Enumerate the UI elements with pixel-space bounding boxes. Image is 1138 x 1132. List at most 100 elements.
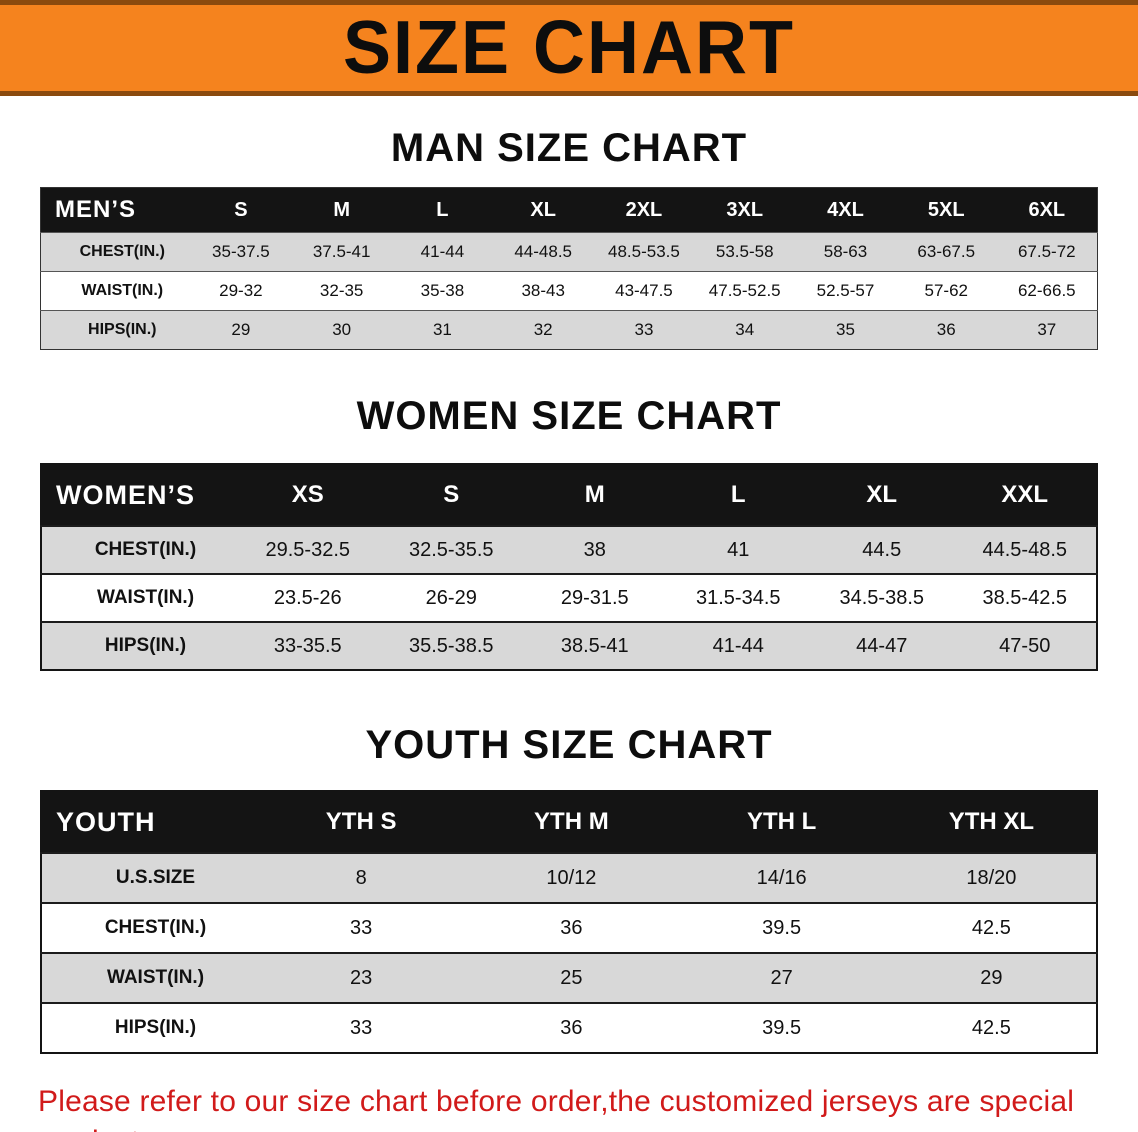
row-label: WAIST(IN.): [41, 573, 236, 622]
size-column-header: YTH L: [676, 791, 887, 853]
size-value: 52.5-57: [795, 271, 896, 311]
size-value: 33-35.5: [236, 621, 380, 670]
size-value: 58-63: [795, 232, 896, 272]
size-value: 37.5-41: [291, 232, 393, 272]
size-column-header: YTH M: [466, 791, 677, 853]
size-value: 29: [190, 310, 292, 350]
row-label: WAIST(IN.): [41, 952, 256, 1003]
size-value: 39.5: [676, 902, 887, 953]
size-value: 41-44: [666, 621, 810, 670]
table-corner-label: WOMEN’S: [41, 464, 236, 526]
size-value: 27: [676, 952, 887, 1003]
size-value: 38-43: [492, 271, 594, 311]
table-corner-label: MEN’S: [40, 187, 191, 233]
women-size-heading: WOMEN SIZE CHART: [356, 394, 782, 438]
women-size-table: WOMEN’S XS S M L XL XXL CHEST(IN.) 29.5-32.5 32.5…: [40, 463, 1098, 671]
size-column-header: XXL: [953, 464, 1097, 526]
size-value: 47.5-52.5: [694, 271, 796, 311]
size-column-header: XL: [810, 464, 954, 526]
measurement-row: HIPS(IN.) 29 30 31 32 33 34 35 36 37: [40, 310, 1098, 350]
size-value: 41: [666, 525, 810, 574]
size-value: 29: [886, 952, 1097, 1003]
size-value: 36: [895, 310, 997, 350]
size-column-header: YTH S: [256, 791, 467, 853]
size-value: 34: [694, 310, 796, 350]
row-label: HIPS(IN.): [41, 621, 236, 670]
man-size-table: MEN’S S M L XL 2XL 3XL 4XL 5XL 6XL CHEST(IN.) 35-37…: [40, 187, 1098, 350]
size-column-header: 2XL: [593, 187, 695, 233]
size-value: 42.5: [886, 902, 1097, 953]
size-value: 44.5-48.5: [953, 525, 1097, 574]
measurement-row: CHEST(IN.) 35-37.5 37.5-41 41-44 44-48.5 48.5…: [40, 232, 1098, 272]
row-label: HIPS(IN.): [41, 1002, 256, 1053]
size-value: 8: [256, 852, 467, 903]
size-value: 53.5-58: [694, 232, 796, 272]
size-value: 38: [523, 525, 667, 574]
size-value: 39.5: [676, 1002, 887, 1053]
measurement-row: WAIST(IN.) 23.5-26 26-29 29-31.5 31.5-34.5 34…: [41, 573, 1097, 622]
size-value: 38.5-41: [523, 621, 667, 670]
size-column-header: YTH XL: [886, 791, 1097, 853]
size-value: 32: [492, 310, 594, 350]
banner-title: SIZE CHART: [343, 6, 795, 91]
size-value: 14/16: [676, 852, 887, 903]
size-value: 30: [291, 310, 393, 350]
size-column-header: XS: [236, 464, 380, 526]
size-value: 34.5-38.5: [810, 573, 954, 622]
size-table-header-row: MEN’S S M L XL 2XL 3XL 4XL 5XL 6XL: [40, 187, 1098, 233]
size-column-header: S: [190, 187, 292, 233]
size-value: 62-66.5: [996, 271, 1098, 311]
measurement-row: CHEST(IN.) 29.5-32.5 32.5-35.5 38 41 44.5 44.5…: [41, 525, 1097, 574]
size-value: 44-48.5: [492, 232, 594, 272]
size-value: 41-44: [392, 232, 493, 272]
youth-size-section: YOUTH SIZE CHART YOUTH YTH S YTH M YTH L YTH…: [0, 723, 1138, 1054]
size-value: 44-47: [810, 621, 954, 670]
size-value: 23.5-26: [236, 573, 380, 622]
youth-size-table: YOUTH YTH S YTH M YTH L YTH XL U.S.SIZE 8 10/12…: [40, 790, 1098, 1054]
size-column-header: S: [379, 464, 523, 526]
row-label: CHEST(IN.): [41, 525, 236, 574]
order-disclaimer: Please refer to our size chart before or…: [0, 1082, 1138, 1132]
size-value: 32-35: [291, 271, 393, 311]
size-value: 35: [795, 310, 896, 350]
size-column-header: L: [392, 187, 493, 233]
size-value: 29-32: [190, 271, 292, 311]
man-size-heading: MAN SIZE CHART: [390, 126, 748, 170]
size-value: 48.5-53.5: [593, 232, 695, 272]
measurement-row: WAIST(IN.) 29-32 32-35 35-38 38-43 43-47.5 47.…: [40, 271, 1098, 311]
size-chart-banner: SIZE CHART: [0, 0, 1138, 96]
size-column-header: M: [291, 187, 393, 233]
size-column-header: L: [666, 464, 810, 526]
size-value: 57-62: [895, 271, 997, 311]
women-size-section: WOMEN SIZE CHART WOMEN’S XS S M L XL XXL CHEST(…: [0, 394, 1138, 671]
size-table-header-row: WOMEN’S XS S M L XL XXL: [41, 464, 1097, 526]
size-value: 43-47.5: [593, 271, 695, 311]
size-value: 31.5-34.5: [666, 573, 810, 622]
size-column-header: 6XL: [996, 187, 1098, 233]
size-value: 33: [593, 310, 695, 350]
size-value: 36: [466, 1002, 677, 1053]
size-value: 32.5-35.5: [379, 525, 523, 574]
row-label: CHEST(IN.): [40, 232, 191, 272]
size-value: 26-29: [379, 573, 523, 622]
man-size-section: MAN SIZE CHART MEN’S S M L XL 2XL 3XL 4XL 5XL 6XL…: [0, 126, 1138, 350]
size-value: 38.5-42.5: [953, 573, 1097, 622]
measurement-row: U.S.SIZE 8 10/12 14/16 18/20: [41, 852, 1097, 903]
measurement-row: HIPS(IN.) 33-35.5 35.5-38.5 38.5-41 41-44 44-…: [41, 621, 1097, 670]
size-value: 37: [996, 310, 1098, 350]
row-label: U.S.SIZE: [41, 852, 256, 903]
youth-size-heading: YOUTH SIZE CHART: [365, 723, 773, 767]
row-label: HIPS(IN.): [40, 310, 191, 350]
size-column-header: 5XL: [895, 187, 997, 233]
size-value: 18/20: [886, 852, 1097, 903]
measurement-row: CHEST(IN.) 33 36 39.5 42.5: [41, 902, 1097, 953]
table-corner-label: YOUTH: [41, 791, 256, 853]
size-value: 33: [256, 902, 467, 953]
size-value: 33: [256, 1002, 467, 1053]
measurement-row: HIPS(IN.) 33 36 39.5 42.5: [41, 1002, 1097, 1053]
size-value: 44.5: [810, 525, 954, 574]
size-value: 31: [392, 310, 493, 350]
size-column-header: 4XL: [795, 187, 896, 233]
size-value: 35-38: [392, 271, 493, 311]
size-value: 29.5-32.5: [236, 525, 380, 574]
